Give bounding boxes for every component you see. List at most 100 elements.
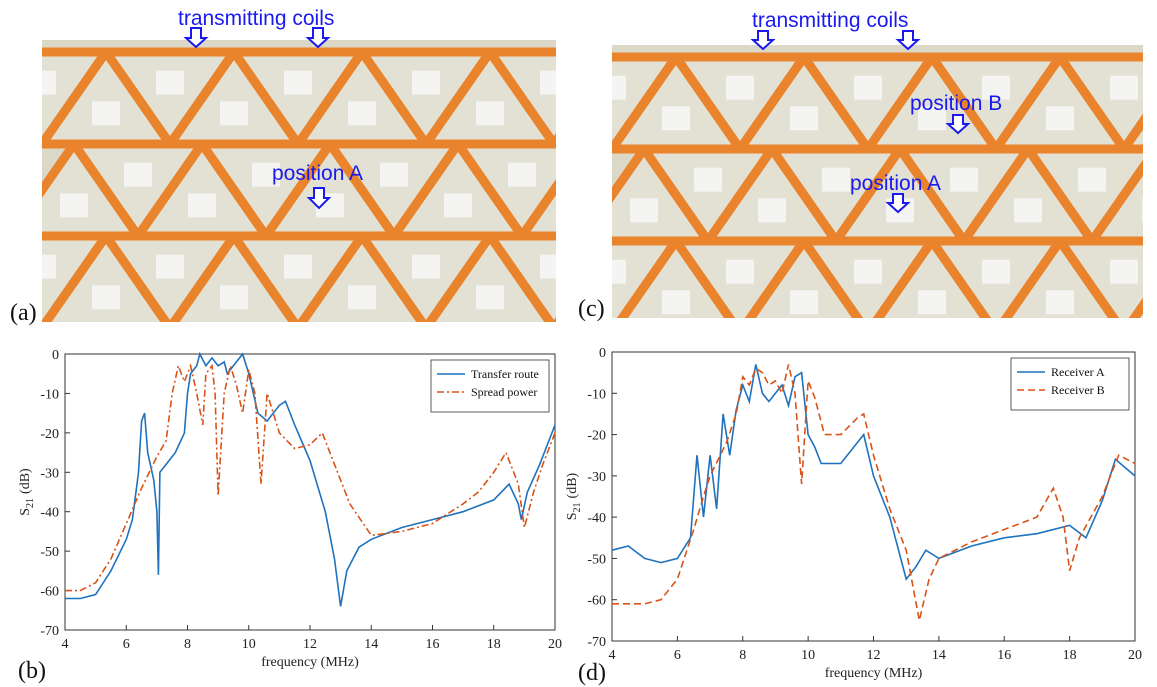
y-tick-label: -30 [587, 470, 606, 485]
photo-label: position A [272, 162, 363, 185]
x-tick-label: 8 [739, 648, 746, 663]
y-tick-label: 0 [599, 346, 606, 361]
y-tick-label: -30 [40, 466, 59, 481]
block [508, 163, 536, 187]
x-tick-label: 12 [303, 637, 317, 652]
block [220, 101, 248, 125]
x-tick-label: 10 [242, 637, 256, 652]
x-tick-label: 6 [674, 648, 681, 663]
y-axis-label-part: (dB) [18, 468, 33, 494]
photo-label: position A [850, 172, 941, 195]
block [630, 198, 658, 222]
block [348, 101, 376, 125]
block [220, 285, 248, 309]
legend-label: Spread power [471, 385, 537, 399]
block [598, 260, 626, 284]
x-tick-label: 16 [426, 637, 440, 652]
y-tick-label: -10 [40, 387, 59, 402]
figure: (a) transmitting coils position A (c) tr… [0, 0, 1157, 687]
x-tick-label: 6 [123, 637, 130, 652]
block [92, 285, 120, 309]
x-axis-label: frequency (MHz) [825, 666, 923, 681]
block [598, 76, 626, 100]
block [854, 260, 882, 284]
panel-label: (b) [18, 658, 46, 684]
block [188, 193, 216, 217]
x-tick-label: 12 [867, 648, 881, 663]
legend-label: Transfer route [471, 367, 539, 381]
block [444, 193, 472, 217]
x-tick-label: 14 [932, 648, 946, 663]
y-axis-label: S21 (dB) [18, 468, 36, 516]
y-axis-label-part: 21 [25, 498, 36, 508]
y-axis-label-part: 21 [572, 502, 583, 512]
photo-label: position B [910, 92, 1002, 115]
x-tick-label: 4 [609, 648, 616, 663]
y-tick-label: -70 [40, 624, 59, 639]
legend-label: Receiver B [1051, 383, 1105, 397]
block [1078, 168, 1106, 192]
block [28, 71, 56, 95]
block [950, 168, 978, 192]
y-tick-label: -20 [587, 429, 606, 444]
block [124, 163, 152, 187]
block [1110, 76, 1138, 100]
y-axis-label-part: S [18, 508, 33, 516]
block [412, 71, 440, 95]
block [348, 285, 376, 309]
y-tick-label: -40 [587, 511, 606, 526]
y-tick-label: -20 [40, 427, 59, 442]
block [284, 255, 312, 279]
x-tick-label: 8 [184, 637, 191, 652]
block [476, 285, 504, 309]
y-axis-label: S21 (dB) [565, 472, 583, 520]
block [918, 290, 946, 314]
y-tick-label: -50 [40, 545, 59, 560]
x-tick-label: 14 [364, 637, 378, 652]
block [662, 290, 690, 314]
y-axis-label-part: (dB) [565, 472, 580, 498]
block [726, 260, 754, 284]
x-tick-label: 10 [801, 648, 815, 663]
x-tick-label: 20 [1128, 648, 1142, 663]
block [854, 76, 882, 100]
block [726, 76, 754, 100]
x-tick-label: 20 [548, 637, 562, 652]
photo-label: transmitting coils [752, 9, 908, 32]
block [1046, 290, 1074, 314]
panel-label: (c) [578, 296, 605, 322]
block [662, 106, 690, 130]
block [758, 198, 786, 222]
block [412, 255, 440, 279]
block [1014, 198, 1042, 222]
y-axis-label-part: S [565, 512, 580, 520]
x-tick-label: 18 [487, 637, 501, 652]
block [790, 106, 818, 130]
y-tick-label: -10 [587, 387, 606, 402]
x-tick-label: 16 [997, 648, 1011, 663]
panel-label: (a) [10, 300, 37, 326]
block [572, 193, 600, 217]
block [822, 168, 850, 192]
photo-label: transmitting coils [178, 7, 334, 30]
y-tick-label: -50 [587, 552, 606, 567]
y-tick-label: -60 [587, 594, 606, 609]
block [1110, 260, 1138, 284]
x-tick-label: 18 [1063, 648, 1077, 663]
x-tick-label: 4 [62, 637, 69, 652]
block [156, 255, 184, 279]
block [92, 101, 120, 125]
block [284, 71, 312, 95]
block [380, 163, 408, 187]
block [694, 168, 722, 192]
block [60, 193, 88, 217]
block [156, 71, 184, 95]
legend-label: Receiver A [1051, 365, 1105, 379]
y-tick-label: -70 [587, 635, 606, 650]
y-tick-label: -60 [40, 585, 59, 600]
block [1046, 106, 1074, 130]
panel-label: (d) [578, 660, 606, 686]
block [540, 255, 568, 279]
block [540, 71, 568, 95]
y-tick-label: -40 [40, 506, 59, 521]
